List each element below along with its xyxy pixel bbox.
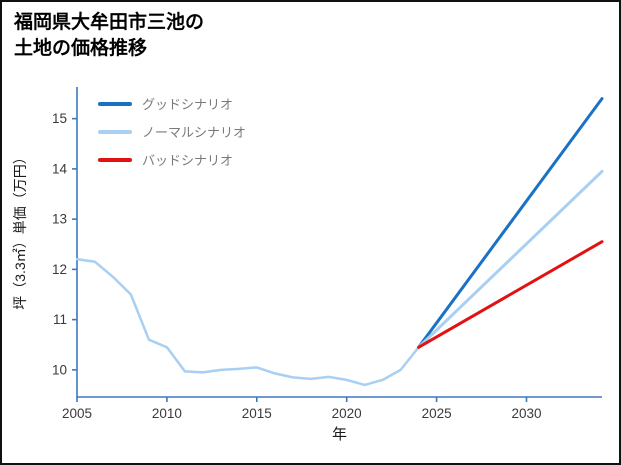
x-tick-label: 2005 xyxy=(62,406,92,421)
good-scenario-line-swatch xyxy=(98,101,132,106)
legend-item-good-scenario: グッドシナリオ xyxy=(98,94,246,113)
bad-scenario-line-swatch xyxy=(98,157,132,162)
legend-item-normal-scenario: ノーマルシナリオ xyxy=(98,122,246,141)
x-tick-label: 2030 xyxy=(511,406,541,421)
y-tick-label: 11 xyxy=(53,312,67,327)
y-tick-label: 14 xyxy=(52,161,68,176)
page-title-line1: 福岡県大牟田市三池の xyxy=(14,12,205,33)
legend-label-bad-scenario: バッドシナリオ xyxy=(142,153,234,168)
x-tick-label: 2025 xyxy=(422,406,452,421)
line-good-scenario xyxy=(417,97,604,349)
x-axis-label: 年 xyxy=(332,426,347,443)
line-historical xyxy=(75,258,420,387)
normal-scenario-line-swatch xyxy=(98,129,132,134)
y-axis-label: 坪（3.3㎡）単価（万円） xyxy=(12,150,28,309)
page-title-line2: 土地の価格推移 xyxy=(14,37,148,59)
legend: グッドシナリオ ノーマルシナリオ バッドシナリオ xyxy=(98,94,246,169)
y-tick-label: 12 xyxy=(52,262,67,277)
y-tick-label: 10 xyxy=(52,362,67,377)
x-tick-label: 2015 xyxy=(242,406,272,421)
page-title: 福岡県大牟田市三池の 土地の価格推移 xyxy=(14,10,204,61)
x-tick-label: 2010 xyxy=(152,406,182,421)
y-tick-label: 13 xyxy=(52,212,67,227)
x-tick-label: 2020 xyxy=(332,406,362,421)
legend-label-normal-scenario: ノーマルシナリオ xyxy=(142,125,247,140)
y-tick-label: 15 xyxy=(52,111,67,126)
legend-item-bad-scenario: バッドシナリオ xyxy=(98,150,246,169)
legend-label-good-scenario: グッドシナリオ xyxy=(142,97,234,112)
line-bad-scenario xyxy=(417,240,604,349)
line-normal-scenario xyxy=(417,169,604,349)
